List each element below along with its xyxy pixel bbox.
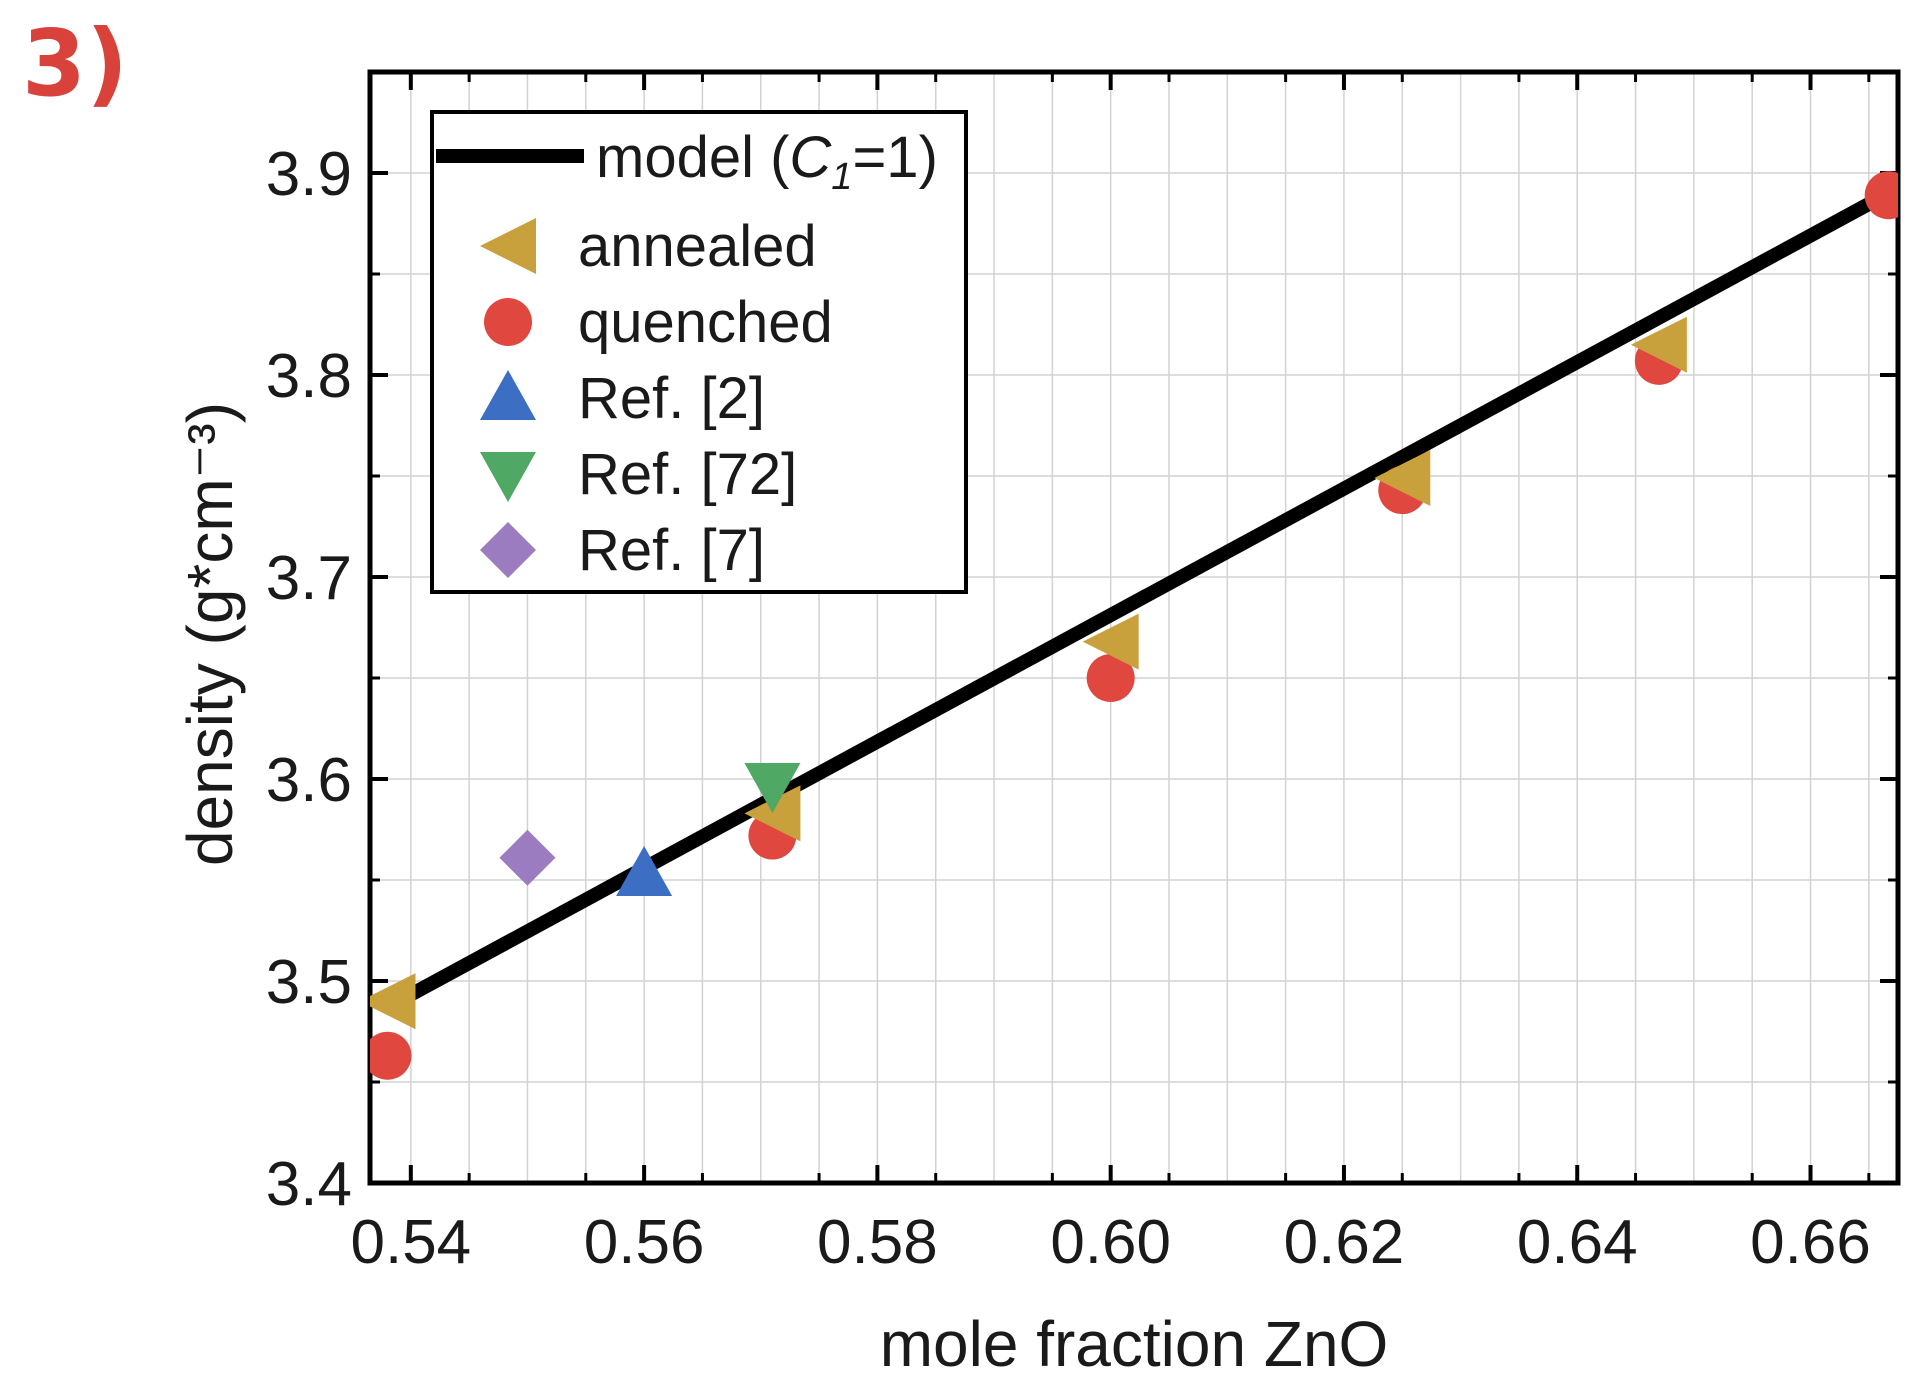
legend-label-ref-2: Ref. [2] bbox=[578, 366, 765, 431]
x-tick-label: 0.66 bbox=[1750, 1208, 1871, 1277]
legend-label-ref-72: Ref. [72] bbox=[578, 442, 797, 507]
plot-frame bbox=[367, 69, 1901, 1186]
x-tick-label: 0.58 bbox=[817, 1208, 938, 1277]
legend-marker-ref-2 bbox=[480, 370, 536, 420]
x-tick-label: 0.64 bbox=[1517, 1208, 1638, 1277]
legend-marker-ref-72 bbox=[480, 452, 536, 502]
x-tick-label: 0.56 bbox=[584, 1208, 705, 1277]
legend-label-annealed: annealed bbox=[578, 214, 817, 279]
x-axis-title: mole fraction ZnO bbox=[880, 1308, 1389, 1380]
y-tick-label: 3.4 bbox=[266, 1150, 352, 1219]
legend: model (C1=1) annealed quenched Ref. [2] Ref.… bbox=[430, 110, 968, 594]
y-tick-label: 3.8 bbox=[266, 342, 352, 411]
y-tick-label: 3.7 bbox=[266, 544, 352, 613]
x-tick-label: 0.62 bbox=[1284, 1208, 1405, 1277]
legend-marker-quenched bbox=[484, 298, 532, 346]
y-tick-label: 3.6 bbox=[266, 746, 352, 815]
y-axis-title: density (g*cm⁻³) bbox=[174, 402, 246, 866]
panel-label: 3) bbox=[22, 10, 129, 117]
legend-marker-ref-7 bbox=[480, 522, 536, 578]
plot-area bbox=[370, 171, 1898, 1080]
point-ref-72 bbox=[744, 763, 801, 814]
legend-label-quenched: quenched bbox=[578, 290, 833, 355]
legend-marker-annealed bbox=[480, 218, 536, 274]
point-ref-7 bbox=[499, 829, 556, 886]
point-quenched bbox=[1086, 654, 1135, 702]
point-ref-2 bbox=[616, 845, 673, 896]
x-tick-label: 0.54 bbox=[350, 1208, 471, 1277]
point-annealed bbox=[1630, 316, 1687, 373]
y-tick-label: 3.5 bbox=[266, 948, 352, 1017]
point-annealed bbox=[1374, 450, 1431, 507]
point-quenched bbox=[370, 1031, 412, 1080]
x-tick-label: 0.60 bbox=[1050, 1208, 1171, 1277]
point-annealed bbox=[1082, 613, 1139, 670]
legend-model-label: model (C1=1) bbox=[596, 125, 938, 198]
legend-label-ref-7: Ref. [7] bbox=[578, 518, 765, 583]
point-quenched bbox=[1864, 171, 1898, 220]
y-tick-label: 3.9 bbox=[266, 140, 352, 209]
point-annealed bbox=[744, 785, 801, 842]
axes: 0.54 0.56 0.58 0.60 0.62 0.64 0.66 3.4 3.5 3.6 3.7… bbox=[266, 69, 1901, 1277]
legend-box bbox=[430, 110, 968, 594]
point-annealed bbox=[370, 973, 416, 1030]
